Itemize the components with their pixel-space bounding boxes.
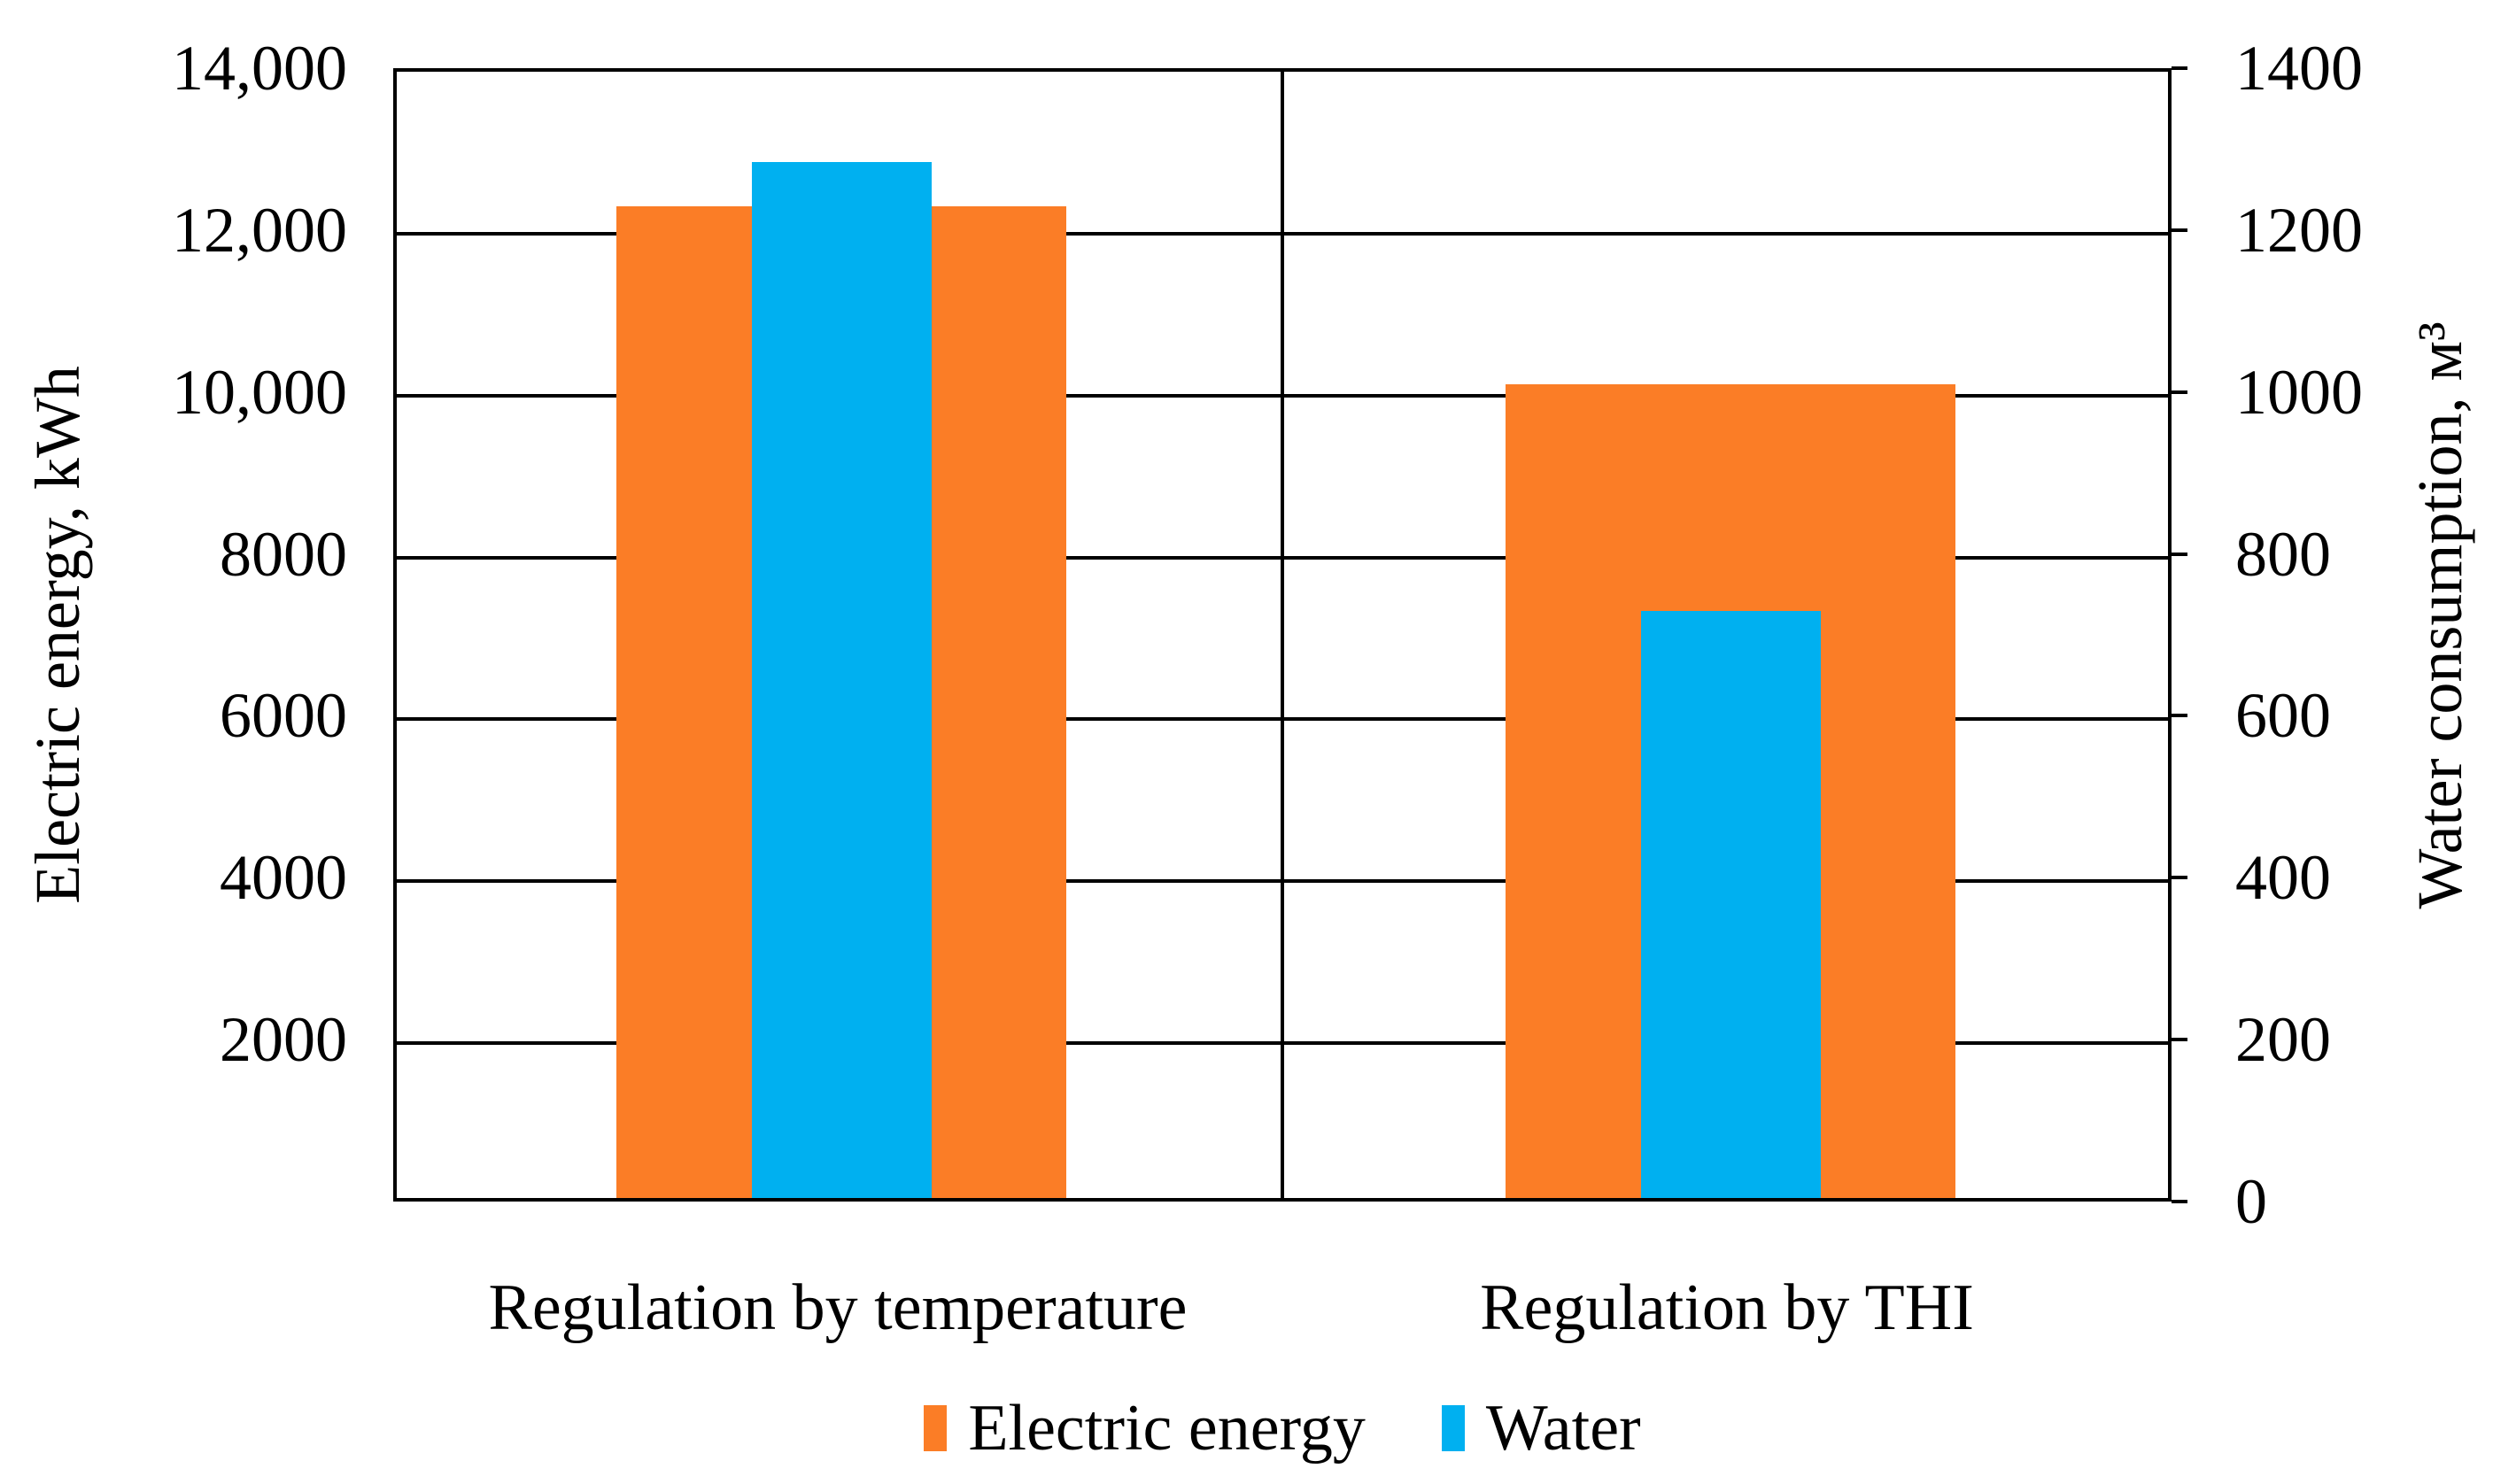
left-axis-tick-10000: 10,000	[172, 356, 347, 428]
left-axis-tick-8000: 8000	[220, 518, 347, 590]
legend-label-water: Water	[1485, 1392, 1641, 1465]
right-axis-tick-1400: 1400	[2235, 33, 2363, 104]
left-axis-tick-14000: 14,000	[172, 33, 347, 104]
right-axis-tick-0: 0	[2235, 1166, 2267, 1237]
right-axis-tickmark-400	[2172, 876, 2187, 880]
category-divider-line	[1281, 72, 1284, 1198]
right-axis-tickmark-1400	[2172, 66, 2187, 70]
left-axis-tick-2000: 2000	[220, 1004, 347, 1076]
right-axis-tick-400: 400	[2235, 842, 2331, 914]
left-axis-title: Electric energy, kWh	[22, 366, 93, 904]
legend-swatch-water	[1441, 1405, 1465, 1451]
right-axis-tickmark-1200	[2172, 228, 2187, 232]
plot-area	[393, 68, 2172, 1202]
right-axis-tick-1200: 1200	[2235, 194, 2363, 266]
category-label-regulation-by-thi: Regulation by THI	[1480, 1271, 1974, 1344]
right-axis-title: Water consumption, м³	[2404, 321, 2475, 909]
bar-water-0	[751, 161, 932, 1198]
right-axis-tickmark-0	[2172, 1200, 2187, 1203]
right-axis-tickmark-800	[2172, 552, 2187, 556]
legend-swatch-electric-energy	[924, 1405, 948, 1451]
right-axis-tickmark-200	[2172, 1038, 2187, 1042]
category-label-regulation-by-temperature: Regulation by temperature	[488, 1271, 1188, 1344]
left-axis-tick-6000: 6000	[220, 680, 347, 752]
legend-label-electric-energy: Electric energy	[968, 1392, 1366, 1465]
left-axis-tick-12000: 12,000	[172, 194, 347, 266]
right-axis-tick-800: 800	[2235, 518, 2331, 590]
right-axis-tick-200: 200	[2235, 1004, 2331, 1076]
right-axis-tick-1000: 1000	[2235, 356, 2363, 428]
legend-item-electric-energy: Electric energy	[924, 1393, 1366, 1464]
bar-water-1	[1640, 611, 1821, 1198]
right-axis-tickmark-1000	[2172, 390, 2187, 394]
right-axis-tickmark-600	[2172, 714, 2187, 718]
left-axis-tick-4000: 4000	[220, 842, 347, 914]
legend-item-water: Water	[1441, 1392, 1641, 1465]
legend: Electric energy Water	[393, 1388, 2172, 1468]
right-axis-tick-600: 600	[2235, 680, 2331, 752]
